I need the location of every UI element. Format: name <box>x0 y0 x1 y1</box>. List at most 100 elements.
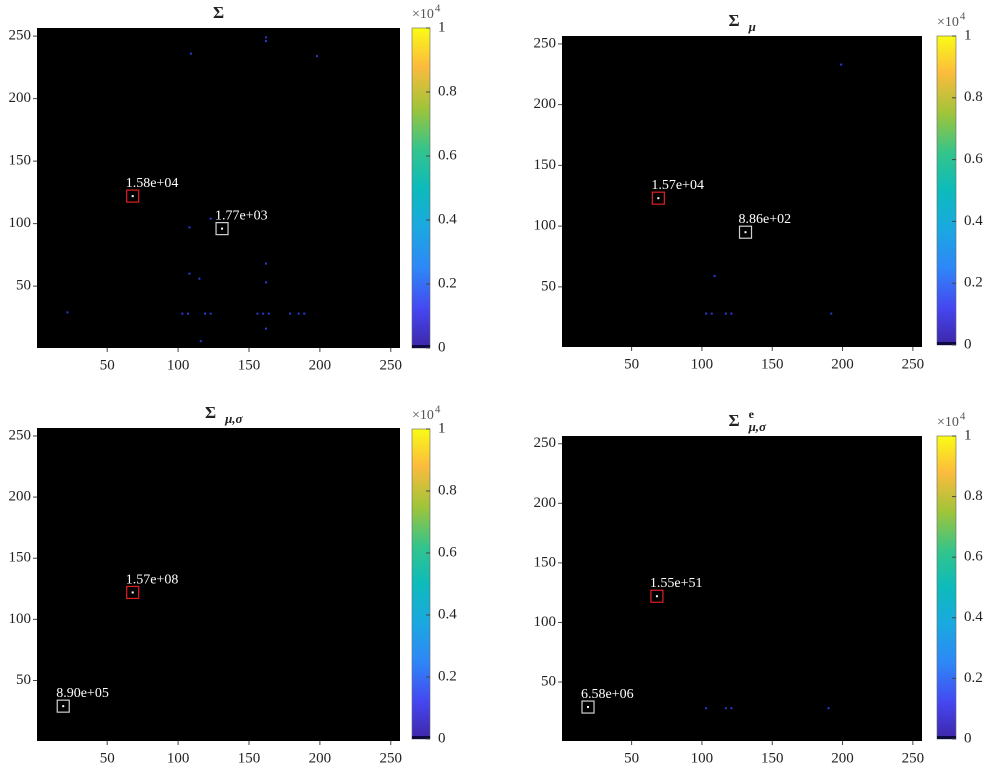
x-tick-label: 200 <box>831 750 854 766</box>
data-point <box>66 311 69 314</box>
colorbar-tick-label: 1 <box>438 420 446 436</box>
y-tick-label: 250 <box>9 28 32 44</box>
peak-box <box>215 222 229 236</box>
x-tick-label: 150 <box>761 356 784 372</box>
y-tick-label: 150 <box>534 554 557 570</box>
y-tick-label: 50 <box>541 278 556 294</box>
x-tick-label: 150 <box>238 750 261 766</box>
x-tick-label: 200 <box>309 750 332 766</box>
x-tick-label: 250 <box>380 750 403 766</box>
y-tick-label: 200 <box>9 90 32 106</box>
data-point <box>710 312 713 315</box>
x-tick-label: 150 <box>761 750 784 766</box>
data-point <box>187 312 190 315</box>
x-tick-label: 100 <box>691 750 714 766</box>
peak-point <box>655 595 658 598</box>
peak-box <box>126 189 140 203</box>
plot-title: Σ <box>205 403 216 422</box>
data-point <box>204 312 207 315</box>
peak-point <box>131 591 134 594</box>
x-tick-label: 150 <box>238 357 261 373</box>
plot-area <box>37 28 400 348</box>
peak-label: 1.57e+04 <box>651 178 704 193</box>
data-point <box>730 312 733 315</box>
data-point <box>189 52 192 55</box>
x-tick-label: 50 <box>100 750 115 766</box>
peak-label: 1.55e+51 <box>650 576 703 591</box>
data-point <box>830 312 833 315</box>
data-point <box>265 281 268 284</box>
colorbar-tick-label: 0.6 <box>438 544 457 560</box>
colorbar-floor <box>412 736 430 739</box>
y-tick-label: 50 <box>16 278 31 294</box>
data-point <box>724 312 727 315</box>
title-subscript: μ,σ <box>748 419 767 434</box>
colorbar-tick-label: 0.6 <box>964 151 983 167</box>
colorbar-exponent: 4 <box>435 3 441 15</box>
peak-point <box>657 197 660 200</box>
peak-label: 1.58e+04 <box>126 176 179 191</box>
title-subscript: μ <box>748 19 756 34</box>
colorbar-tick-label: 1 <box>964 427 972 443</box>
colorbar-multiplier: ×10 <box>412 7 434 22</box>
colorbar-tick-label: 0.8 <box>438 83 457 99</box>
peak-point <box>62 705 65 708</box>
y-tick-label: 200 <box>534 495 557 511</box>
colorbar-tick-label: 1 <box>964 27 972 43</box>
data-point <box>267 312 270 315</box>
y-tick-label: 150 <box>9 550 32 566</box>
colorbar-exponent: 4 <box>435 404 441 416</box>
peak-box <box>650 589 664 603</box>
data-point <box>209 312 212 315</box>
x-tick-label: 250 <box>902 750 925 766</box>
colorbar-tick-label: 0.4 <box>964 609 983 625</box>
colorbar-multiplier: ×10 <box>937 415 959 430</box>
colorbar <box>411 428 431 740</box>
y-tick-label: 200 <box>9 489 32 505</box>
peak-label: 1.57e+08 <box>126 572 179 587</box>
colorbar-multiplier: ×10 <box>412 408 434 423</box>
colorbar-exponent: 4 <box>960 11 966 23</box>
x-tick-label: 200 <box>831 356 854 372</box>
colorbar <box>936 435 957 740</box>
data-point <box>188 272 191 275</box>
peak-label: 8.90e+05 <box>56 686 109 701</box>
y-tick-label: 100 <box>534 614 557 630</box>
y-tick-label: 200 <box>534 96 557 112</box>
y-tick-label: 250 <box>534 435 557 451</box>
colorbar-multiplier: ×10 <box>937 15 959 30</box>
data-point <box>705 312 708 315</box>
plot-title: Σ <box>213 3 224 22</box>
data-point <box>265 36 268 39</box>
colorbar-floor <box>412 345 430 348</box>
y-tick-label: 150 <box>9 153 32 169</box>
colorbar-tick-label: 0.8 <box>438 482 457 498</box>
data-point <box>199 340 202 343</box>
y-tick-label: 100 <box>9 611 32 627</box>
plot-title: Σ <box>728 411 739 430</box>
peak-label: 6.58e+06 <box>581 687 634 702</box>
peak-point <box>587 706 590 709</box>
y-tick-label: 150 <box>534 157 557 173</box>
colorbar-tick-label: 0.6 <box>438 147 457 163</box>
peak-point <box>744 231 747 234</box>
data-point <box>188 226 191 229</box>
data-point <box>730 707 733 710</box>
colorbar-tick-label: 1 <box>438 19 446 35</box>
data-point <box>256 312 259 315</box>
y-tick-label: 250 <box>9 427 32 443</box>
colorbar-tick-label: 0.8 <box>964 89 983 105</box>
colorbar-tick-label: 0.6 <box>964 549 983 565</box>
peak-point <box>131 195 134 198</box>
title-superscript: e <box>749 407 755 421</box>
data-point <box>724 707 727 710</box>
x-tick-label: 100 <box>691 356 714 372</box>
colorbar-tick-label: 0 <box>964 730 972 746</box>
colorbar <box>411 27 431 349</box>
colorbar-tick-label: 0.2 <box>438 668 457 684</box>
data-point <box>265 40 268 43</box>
y-tick-label: 50 <box>16 672 31 688</box>
data-point <box>297 312 300 315</box>
x-tick-label: 200 <box>309 357 332 373</box>
